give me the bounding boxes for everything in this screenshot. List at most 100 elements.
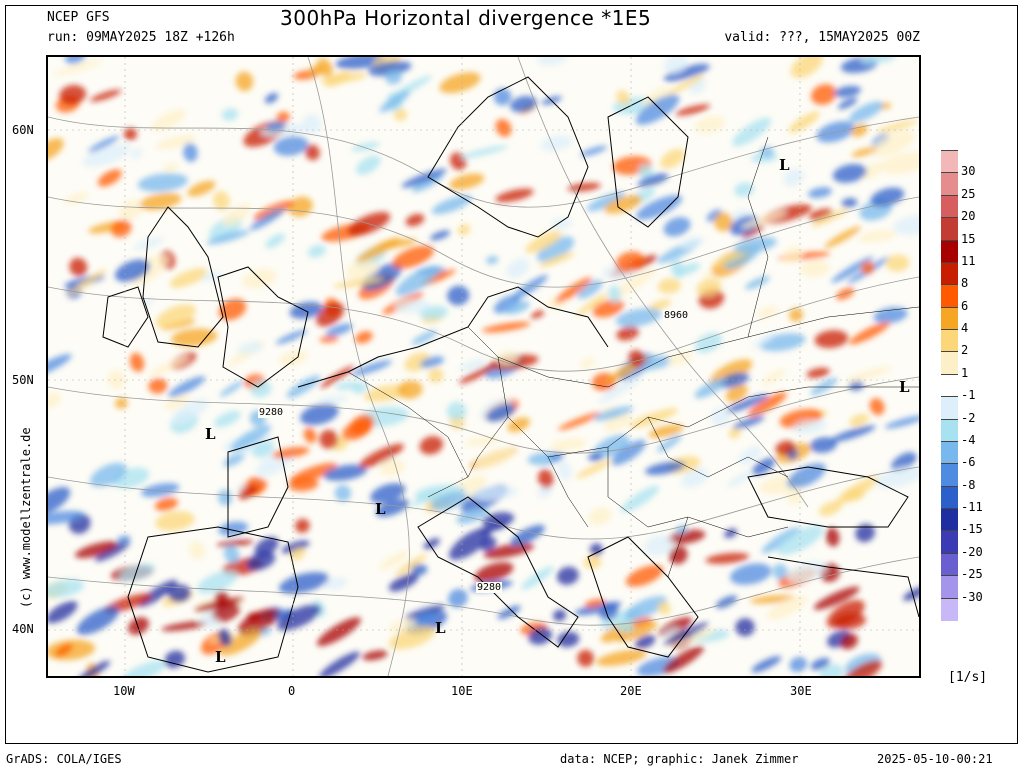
colorbar-tick-label: 11 <box>961 253 976 268</box>
divergence-blob <box>695 332 723 353</box>
coastlines <box>102 76 919 673</box>
divergence-blob <box>322 577 348 590</box>
divergence-blob <box>155 134 196 150</box>
divergence-blob <box>277 604 321 631</box>
divergence-blob <box>811 208 849 227</box>
divergence-blob <box>475 447 515 470</box>
divergence-blob <box>782 246 804 264</box>
divergence-blob <box>530 310 545 319</box>
divergence-blob <box>885 254 910 272</box>
colorbar-tick-label: -8 <box>961 477 976 492</box>
divergence-blob <box>140 483 180 497</box>
divergence-blob <box>851 123 868 137</box>
divergence-blob <box>495 350 520 366</box>
divergence-blob <box>222 203 252 227</box>
colorbar-swatch <box>941 418 958 442</box>
divergence-blob <box>811 84 837 105</box>
low-pressure-marker: L <box>779 156 790 174</box>
divergence-blob <box>368 61 412 77</box>
low-pressure-marker: L <box>435 619 446 637</box>
divergence-blob <box>551 217 573 230</box>
divergence-blob <box>645 461 686 475</box>
divergence-blob <box>168 376 206 398</box>
divergence-blob <box>681 468 709 488</box>
divergence-blob <box>663 217 691 237</box>
divergence-blob <box>557 631 580 648</box>
divergence-blob <box>680 236 704 250</box>
divergence-blob <box>696 278 722 297</box>
divergence-blob <box>253 200 295 221</box>
low-pressure-marker: L <box>899 378 910 396</box>
divergence-blob <box>119 563 156 582</box>
divergence-blob <box>148 378 168 394</box>
colorbar-swatch <box>941 485 958 510</box>
divergence-blob <box>694 378 727 399</box>
divergence-blob <box>449 173 485 190</box>
colorbar-swatch <box>941 172 958 196</box>
divergence-blob <box>506 258 530 279</box>
divergence-blob <box>238 608 280 635</box>
divergence-blob <box>83 143 131 167</box>
lat-label: 40N <box>12 622 34 636</box>
divergence-blob <box>394 108 407 122</box>
divergence-blob <box>751 457 776 476</box>
divergence-map[interactable]: 9280 9280 8960 L L L L L L <box>46 55 921 678</box>
divergence-blob <box>345 261 379 280</box>
divergence-blob <box>355 331 373 344</box>
divergence-blob <box>154 497 178 512</box>
divergence-blob <box>48 579 85 598</box>
colorbar-tick-label: 4 <box>961 321 969 336</box>
divergence-blob <box>218 521 249 536</box>
colorbar-tick-label: 20 <box>961 209 976 224</box>
divergence-blob <box>139 192 182 211</box>
divergence-blob <box>137 173 188 192</box>
divergence-blob <box>48 639 96 661</box>
divergence-blob <box>289 301 323 319</box>
divergence-blob <box>219 629 262 656</box>
divergence-blob <box>431 195 473 215</box>
divergence-blob <box>356 237 401 263</box>
divergence-blob <box>761 527 800 554</box>
divergence-blob <box>790 57 824 79</box>
divergence-blob <box>840 633 859 650</box>
divergence-blob <box>634 634 656 649</box>
divergence-blob <box>319 335 339 343</box>
valid-time: valid: ???, 15MAY2025 00Z <box>724 30 920 45</box>
divergence-blob <box>788 111 820 133</box>
divergence-blob <box>171 398 209 424</box>
divergence-blob <box>486 255 499 265</box>
divergence-blob <box>848 101 884 123</box>
divergence-blob <box>786 561 827 583</box>
divergence-blob <box>362 650 388 661</box>
divergence-blob <box>819 501 842 517</box>
low-pressure-marker: L <box>205 425 216 443</box>
divergence-blob <box>537 485 552 498</box>
divergence-blob <box>858 230 897 243</box>
divergence-blob <box>589 543 603 556</box>
divergence-blob <box>164 394 190 410</box>
divergence-blob <box>706 209 722 222</box>
divergence-blob <box>832 164 867 183</box>
divergence-blob <box>206 230 250 245</box>
divergence-blob <box>482 512 515 528</box>
divergence-blob <box>163 163 179 172</box>
colorbar-tick-label: 15 <box>961 231 976 246</box>
divergence-blob <box>841 197 858 208</box>
divergence-blob <box>732 415 765 429</box>
colorbar-swatch <box>941 530 958 554</box>
divergence-blob <box>831 256 874 283</box>
lat-label: 60N <box>12 123 34 137</box>
divergence-blob <box>616 326 639 341</box>
divergence-blob <box>151 109 186 132</box>
divergence-blob <box>155 304 196 329</box>
divergence-blob <box>584 598 606 608</box>
divergence-blob <box>459 363 498 384</box>
divergence-blob <box>401 168 447 188</box>
divergence-blob <box>379 90 411 113</box>
divergence-blob <box>842 660 883 676</box>
divergence-blob <box>483 542 535 559</box>
divergence-blob <box>397 380 423 399</box>
divergence-blob <box>114 259 151 282</box>
lon-label: 10E <box>451 684 473 698</box>
divergence-blob <box>219 380 244 397</box>
